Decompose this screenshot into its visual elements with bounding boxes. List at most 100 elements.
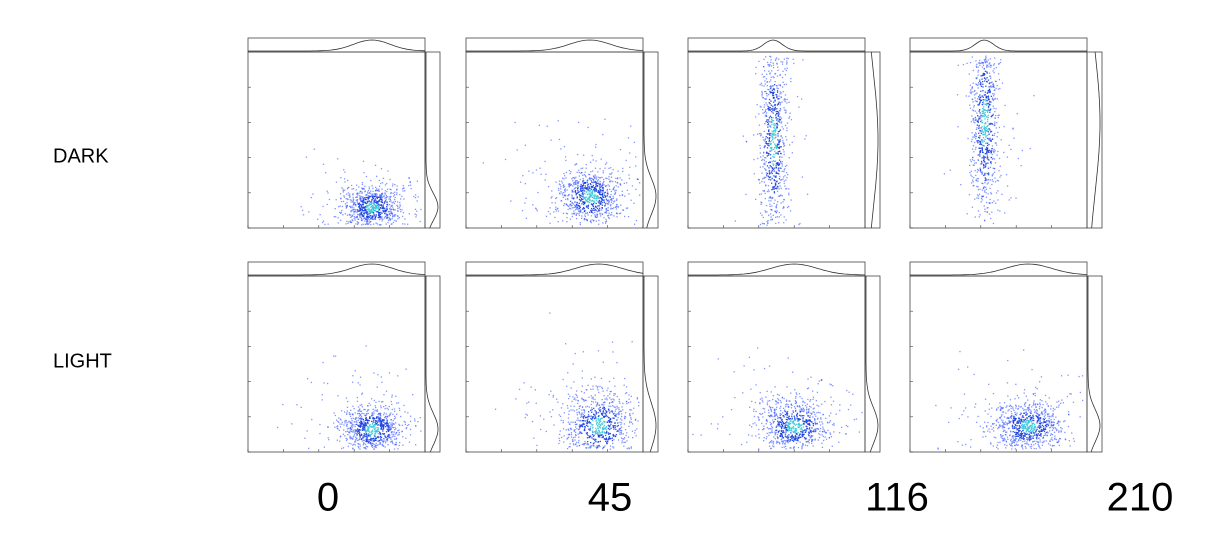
scatter-point [594, 214, 596, 216]
scatter-point [995, 66, 997, 69]
scatter-point [584, 426, 586, 428]
scatter-point [617, 170, 619, 172]
scatter-point [758, 428, 760, 431]
scatter-point [578, 181, 580, 183]
scatter-point [990, 161, 992, 164]
scatter-point [321, 399, 323, 401]
scatter-point [382, 192, 384, 194]
scatter-point [397, 430, 399, 432]
scatter-point [568, 194, 570, 196]
scatter-point [984, 156, 986, 158]
scatter-point [326, 190, 328, 192]
scatter-point [550, 139, 552, 141]
scatter-point [774, 184, 777, 186]
scatter-point [613, 417, 615, 419]
scatter-point [977, 121, 979, 123]
scatter-point [616, 362, 618, 364]
scatter-point [768, 121, 770, 123]
scatter-point [580, 183, 582, 186]
scatter-point [628, 394, 630, 396]
scatter-point [368, 430, 370, 432]
scatter-point [575, 194, 577, 196]
scatter-point [348, 431, 350, 433]
right-marginal-frame [642, 51, 659, 229]
scatter-point [386, 188, 389, 190]
scatter-point [609, 173, 611, 175]
scatter-point [746, 441, 748, 443]
scatter-point [365, 433, 367, 435]
scatter-point [371, 412, 373, 414]
scatter-point [352, 444, 354, 446]
scatter-point [563, 204, 565, 207]
scatter-point [357, 419, 359, 422]
scatter-point [388, 372, 391, 374]
scatter-point [776, 143, 779, 145]
scatter-point [591, 209, 594, 211]
scatter-point [782, 430, 785, 432]
column-label: 116 [865, 476, 929, 520]
scatter-point [374, 164, 377, 166]
scatter-point [978, 132, 980, 134]
scatter-point [971, 159, 974, 161]
scatter-point [398, 217, 400, 219]
scatter-point [591, 181, 593, 183]
scatter-point [382, 205, 384, 208]
scatter-point [535, 208, 538, 210]
scatter-point [589, 428, 591, 430]
scatter-point [808, 409, 810, 411]
scatter-point [328, 198, 331, 201]
scatter-point [975, 118, 977, 120]
scatter-point [768, 102, 770, 104]
scatter-point [795, 423, 798, 425]
scatter-point [782, 140, 784, 142]
scatter-point [987, 124, 989, 127]
scatter-point [521, 210, 524, 212]
scatter-point [386, 207, 388, 210]
scatter-point [778, 112, 780, 114]
scatter-point [949, 169, 951, 171]
scatter-point [626, 440, 628, 442]
scatter-point [360, 433, 363, 435]
scatter-point [398, 432, 400, 434]
scatter-point [626, 432, 628, 434]
scatter-point [619, 177, 621, 179]
scatter-point [980, 90, 982, 92]
scatter-point [779, 140, 781, 142]
scatter-point [603, 416, 605, 418]
scatter-point [616, 405, 618, 407]
scatter-point [369, 416, 371, 418]
scatter-point [768, 64, 770, 66]
scatter-point [985, 60, 987, 62]
scatter-point [338, 417, 340, 419]
scatter-point [386, 419, 389, 421]
scatter-point [563, 441, 565, 443]
marginal-curve [466, 39, 644, 52]
scatter-point [583, 399, 585, 401]
scatter-point [308, 211, 310, 213]
scatter-point [384, 436, 387, 438]
scatter-point [363, 408, 365, 411]
scatter-point [607, 199, 609, 201]
scatter-point [356, 421, 358, 423]
scatter-point [390, 211, 392, 213]
scatter-point [364, 185, 366, 187]
scatter-point [563, 412, 565, 414]
scatter-point [356, 434, 358, 436]
scatter-point [534, 389, 536, 391]
scatter-point [319, 423, 321, 426]
scatter-point [565, 171, 568, 174]
scatter-point [359, 209, 361, 211]
scatter-point [636, 397, 638, 399]
scatter-point [558, 414, 560, 416]
scatter-point [988, 178, 990, 181]
scatter-point [976, 120, 978, 122]
scatter-point [818, 405, 820, 407]
scatter-point [780, 179, 782, 181]
scatter-point [987, 91, 989, 94]
scatter-point [351, 413, 353, 415]
scatter-point [589, 201, 591, 204]
scatter-point [757, 133, 759, 135]
scatter-point [991, 202, 993, 204]
scatter-point [374, 424, 376, 426]
scatter-point [770, 179, 772, 181]
